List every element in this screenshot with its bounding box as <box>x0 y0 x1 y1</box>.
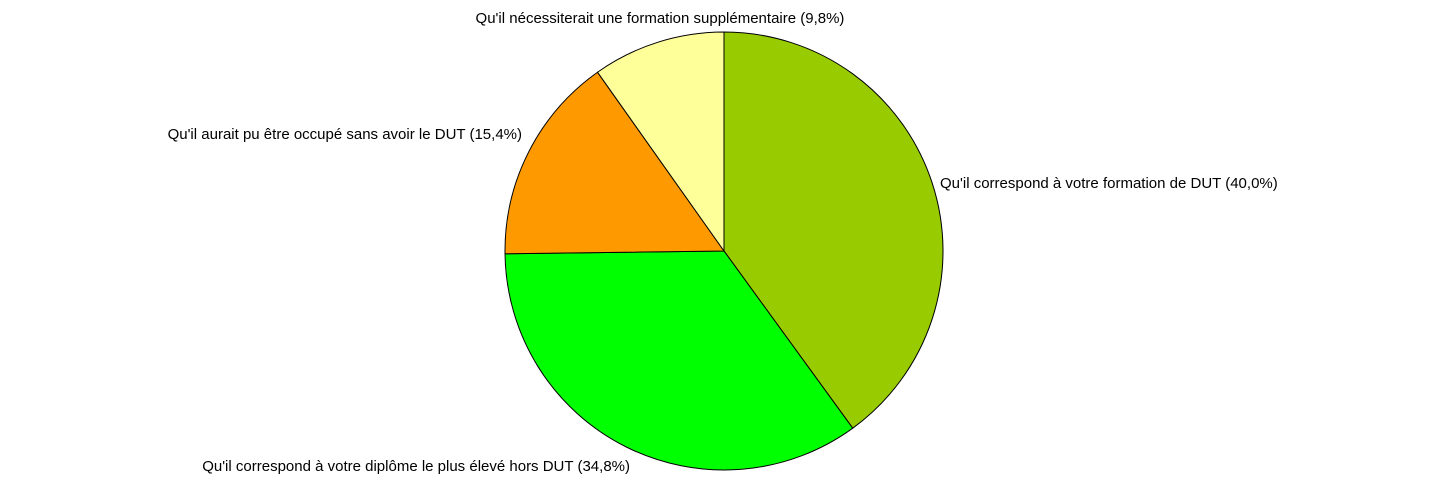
category-label: Qu'il correspond à votre formation de DU… <box>940 175 1221 192</box>
value-label: (40,0%) <box>1225 175 1278 192</box>
slice-label: Qu'il aurait pu être occupé sans avoir l… <box>168 126 522 143</box>
pie-slice <box>596 31 725 253</box>
pie-slice <box>723 31 944 429</box>
slice-label: Qu'il correspond à votre diplôme le plus… <box>202 458 630 475</box>
pie-slice <box>504 250 854 471</box>
category-label: Qu'il aurait pu être occupé sans avoir l… <box>168 126 466 143</box>
slice-label: Qu'il correspond à votre formation de DU… <box>940 175 1278 192</box>
value-label: (15,4%) <box>469 126 522 143</box>
category-label: Qu'il nécessiterait une formation supplé… <box>476 10 797 27</box>
value-label: (34,8%) <box>577 458 630 475</box>
category-label: Qu'il correspond à votre diplôme le plus… <box>202 458 573 475</box>
slice-label: Qu'il nécessiterait une formation supplé… <box>476 10 845 27</box>
pie-slice <box>504 71 725 255</box>
value-label: (9,8%) <box>800 10 844 27</box>
